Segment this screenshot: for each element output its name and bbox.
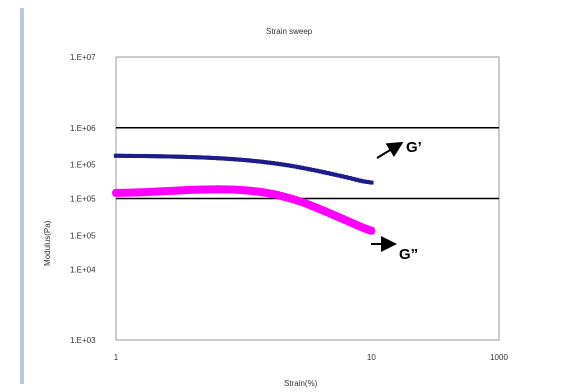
series-layer (112, 153, 376, 235)
annotation-arrow (376, 141, 404, 159)
x-tick-label: 1000 (490, 353, 508, 362)
series-line (114, 153, 374, 185)
series-annotation-label: G” (399, 246, 418, 263)
x-axis-title: Strain(%) (284, 379, 318, 388)
y-tick-label: 1.E+07 (70, 53, 96, 62)
y-tick-label: 1.E+05 (70, 231, 96, 240)
series-annotation-label: G’ (406, 139, 422, 156)
y-axis-title: Modulus(Pa) (43, 220, 52, 266)
y-tick-label: 1.E+05 (70, 161, 96, 170)
series-line (112, 185, 376, 235)
x-axis-ticks: 1 10 1000 (114, 353, 509, 362)
series-g-prime (113, 153, 374, 185)
x-tick-label: 1 (114, 353, 119, 362)
y-tick-label: 1.E+06 (70, 124, 96, 133)
y-axis-ticks: 1.E+07 1.E+06 1.E+05 1.E+05 1.E+05 1.E+04 1.E+… (70, 53, 96, 345)
y-tick-label: 1.E+04 (70, 265, 96, 274)
y-tick-label: 1.E+05 (70, 195, 96, 204)
x-tick-label: 10 (367, 353, 376, 362)
annotation-layer: G’ G” (371, 139, 422, 263)
series-g-double-prime (112, 185, 376, 235)
grid-lines (116, 127, 499, 200)
chart-title: Strain sweep (266, 27, 313, 36)
y-tick-label: 1.E+03 (70, 336, 96, 345)
left-accent-bar (20, 8, 24, 384)
